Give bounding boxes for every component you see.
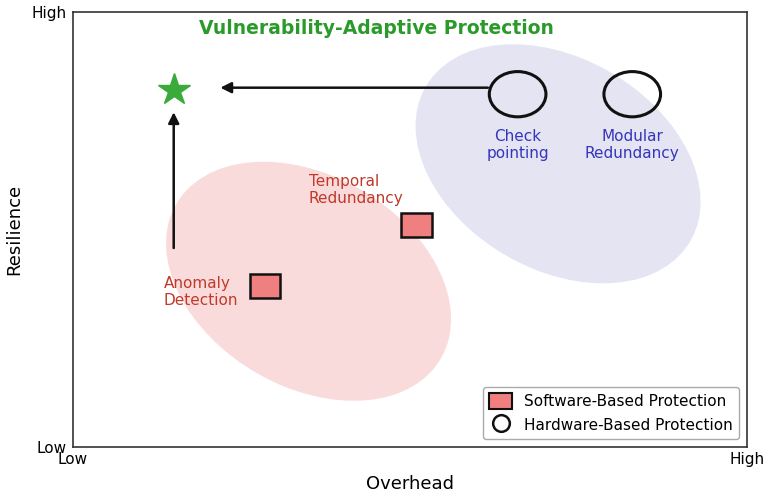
Ellipse shape xyxy=(416,44,701,283)
Text: Modular
Redundancy: Modular Redundancy xyxy=(585,129,680,161)
Text: Temporal
Redundancy: Temporal Redundancy xyxy=(309,174,403,206)
Bar xyxy=(249,273,280,297)
Legend: Software-Based Protection, Hardware-Based Protection: Software-Based Protection, Hardware-Base… xyxy=(483,387,739,439)
Text: Anomaly
Detection: Anomaly Detection xyxy=(163,276,238,308)
Ellipse shape xyxy=(166,162,451,401)
Text: Check
pointing: Check pointing xyxy=(487,129,549,161)
Bar xyxy=(401,213,432,237)
Y-axis label: Resilience: Resilience xyxy=(5,184,24,274)
Text: Vulnerability-Adaptive Protection: Vulnerability-Adaptive Protection xyxy=(199,19,554,38)
X-axis label: Overhead: Overhead xyxy=(366,476,454,494)
